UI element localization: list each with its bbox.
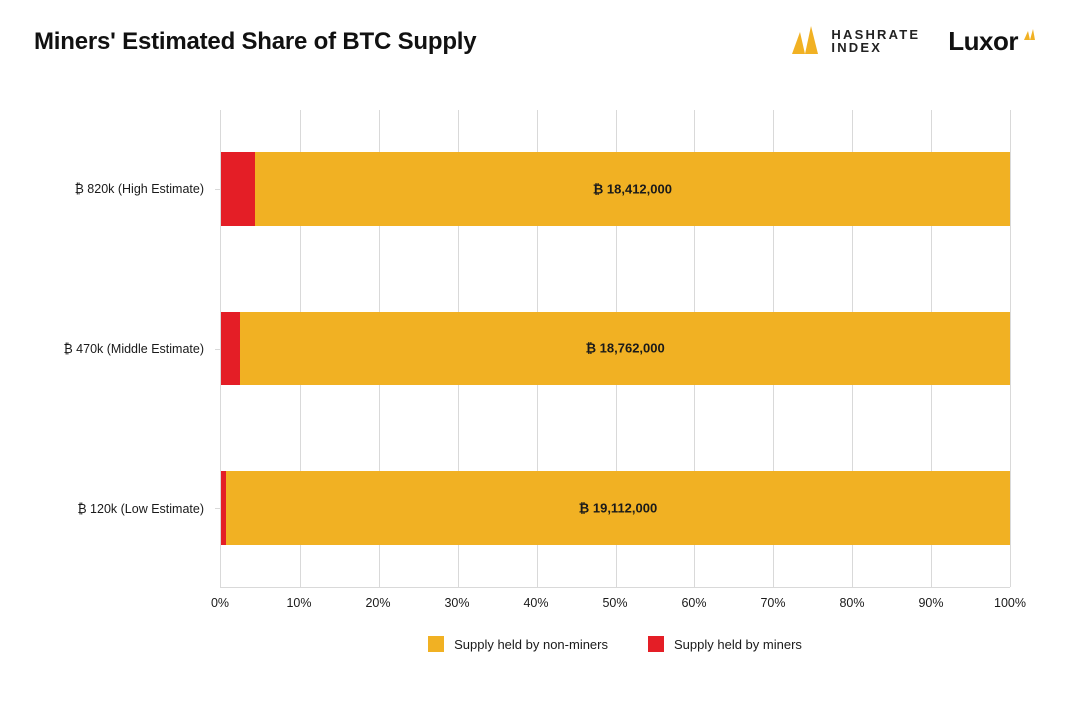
x-tick-label: 30% [444,596,469,610]
y-category-label: ₿ 470k (Middle Estimate) [63,342,204,356]
hashrate-index-wordmark: HASHRATE INDEX [831,28,920,55]
legend-item-miners: Supply held by miners [648,636,802,652]
x-axis-labels: 0%10%20%30%40%50%60%70%80%90%100% [220,596,1010,616]
bar-segment-non-miners: ₿ 18,762,000 [240,312,1010,386]
legend: Supply held by non-miners Supply held by … [220,636,1010,652]
chart-title: Miners' Estimated Share of BTC Supply [34,28,476,56]
chart: ₿ 820k (High Estimate) ₿ 470k (Middle Est… [34,110,1046,670]
x-tick-label: 80% [839,596,864,610]
bar-value-label: ₿ 18,762,000 [585,341,664,356]
bar-segment-miners [221,152,255,226]
legend-swatch [428,636,444,652]
bar-row: ₿ 18,412,000 [221,152,1010,226]
header: Miners' Estimated Share of BTC Supply HA… [34,28,1046,56]
plot-area: ₿ 18,412,000 ₿ 18,762,000 ₿ 19,112,000 [220,110,1010,588]
x-tick-label: 90% [918,596,943,610]
y-category-label: ₿ 120k (Low Estimate) [77,502,204,516]
x-tick-label: 50% [602,596,627,610]
x-tick-label: 10% [286,596,311,610]
x-tick-label: 40% [523,596,548,610]
luxor-wordmark: Luxor [948,28,1018,54]
bar-segment-non-miners: ₿ 19,112,000 [226,471,1010,545]
x-tick-label: 60% [681,596,706,610]
hashrate-index-logo: HASHRATE INDEX [787,26,920,56]
luxor-icon [1022,28,1036,42]
hashrate-line1: HASHRATE [831,28,920,41]
bar-segment-miners [221,312,240,386]
x-tick-label: 70% [760,596,785,610]
bar-value-label: ₿ 18,412,000 [593,181,672,196]
x-tick-label: 0% [211,596,229,610]
legend-swatch [648,636,664,652]
bar-segment-non-miners: ₿ 18,412,000 [255,152,1010,226]
bar-value-label: ₿ 19,112,000 [579,501,658,516]
gridline [1010,110,1011,587]
legend-label: Supply held by miners [674,637,802,652]
legend-label: Supply held by non-miners [454,637,608,652]
y-axis-labels: ₿ 820k (High Estimate) ₿ 470k (Middle Est… [34,110,214,588]
bar-row: ₿ 18,762,000 [221,312,1010,386]
hashrate-line2: INDEX [831,41,920,54]
logo-group: HASHRATE INDEX Luxor [787,26,1036,56]
luxor-logo: Luxor [948,28,1036,54]
x-tick-label: 20% [365,596,390,610]
hashrate-index-icon [787,26,821,56]
legend-item-non-miners: Supply held by non-miners [428,636,608,652]
page: Miners' Estimated Share of BTC Supply HA… [0,0,1080,712]
y-category-label: ₿ 820k (High Estimate) [75,182,204,196]
bar-row: ₿ 19,112,000 [221,471,1010,545]
x-tick-label: 100% [994,596,1026,610]
